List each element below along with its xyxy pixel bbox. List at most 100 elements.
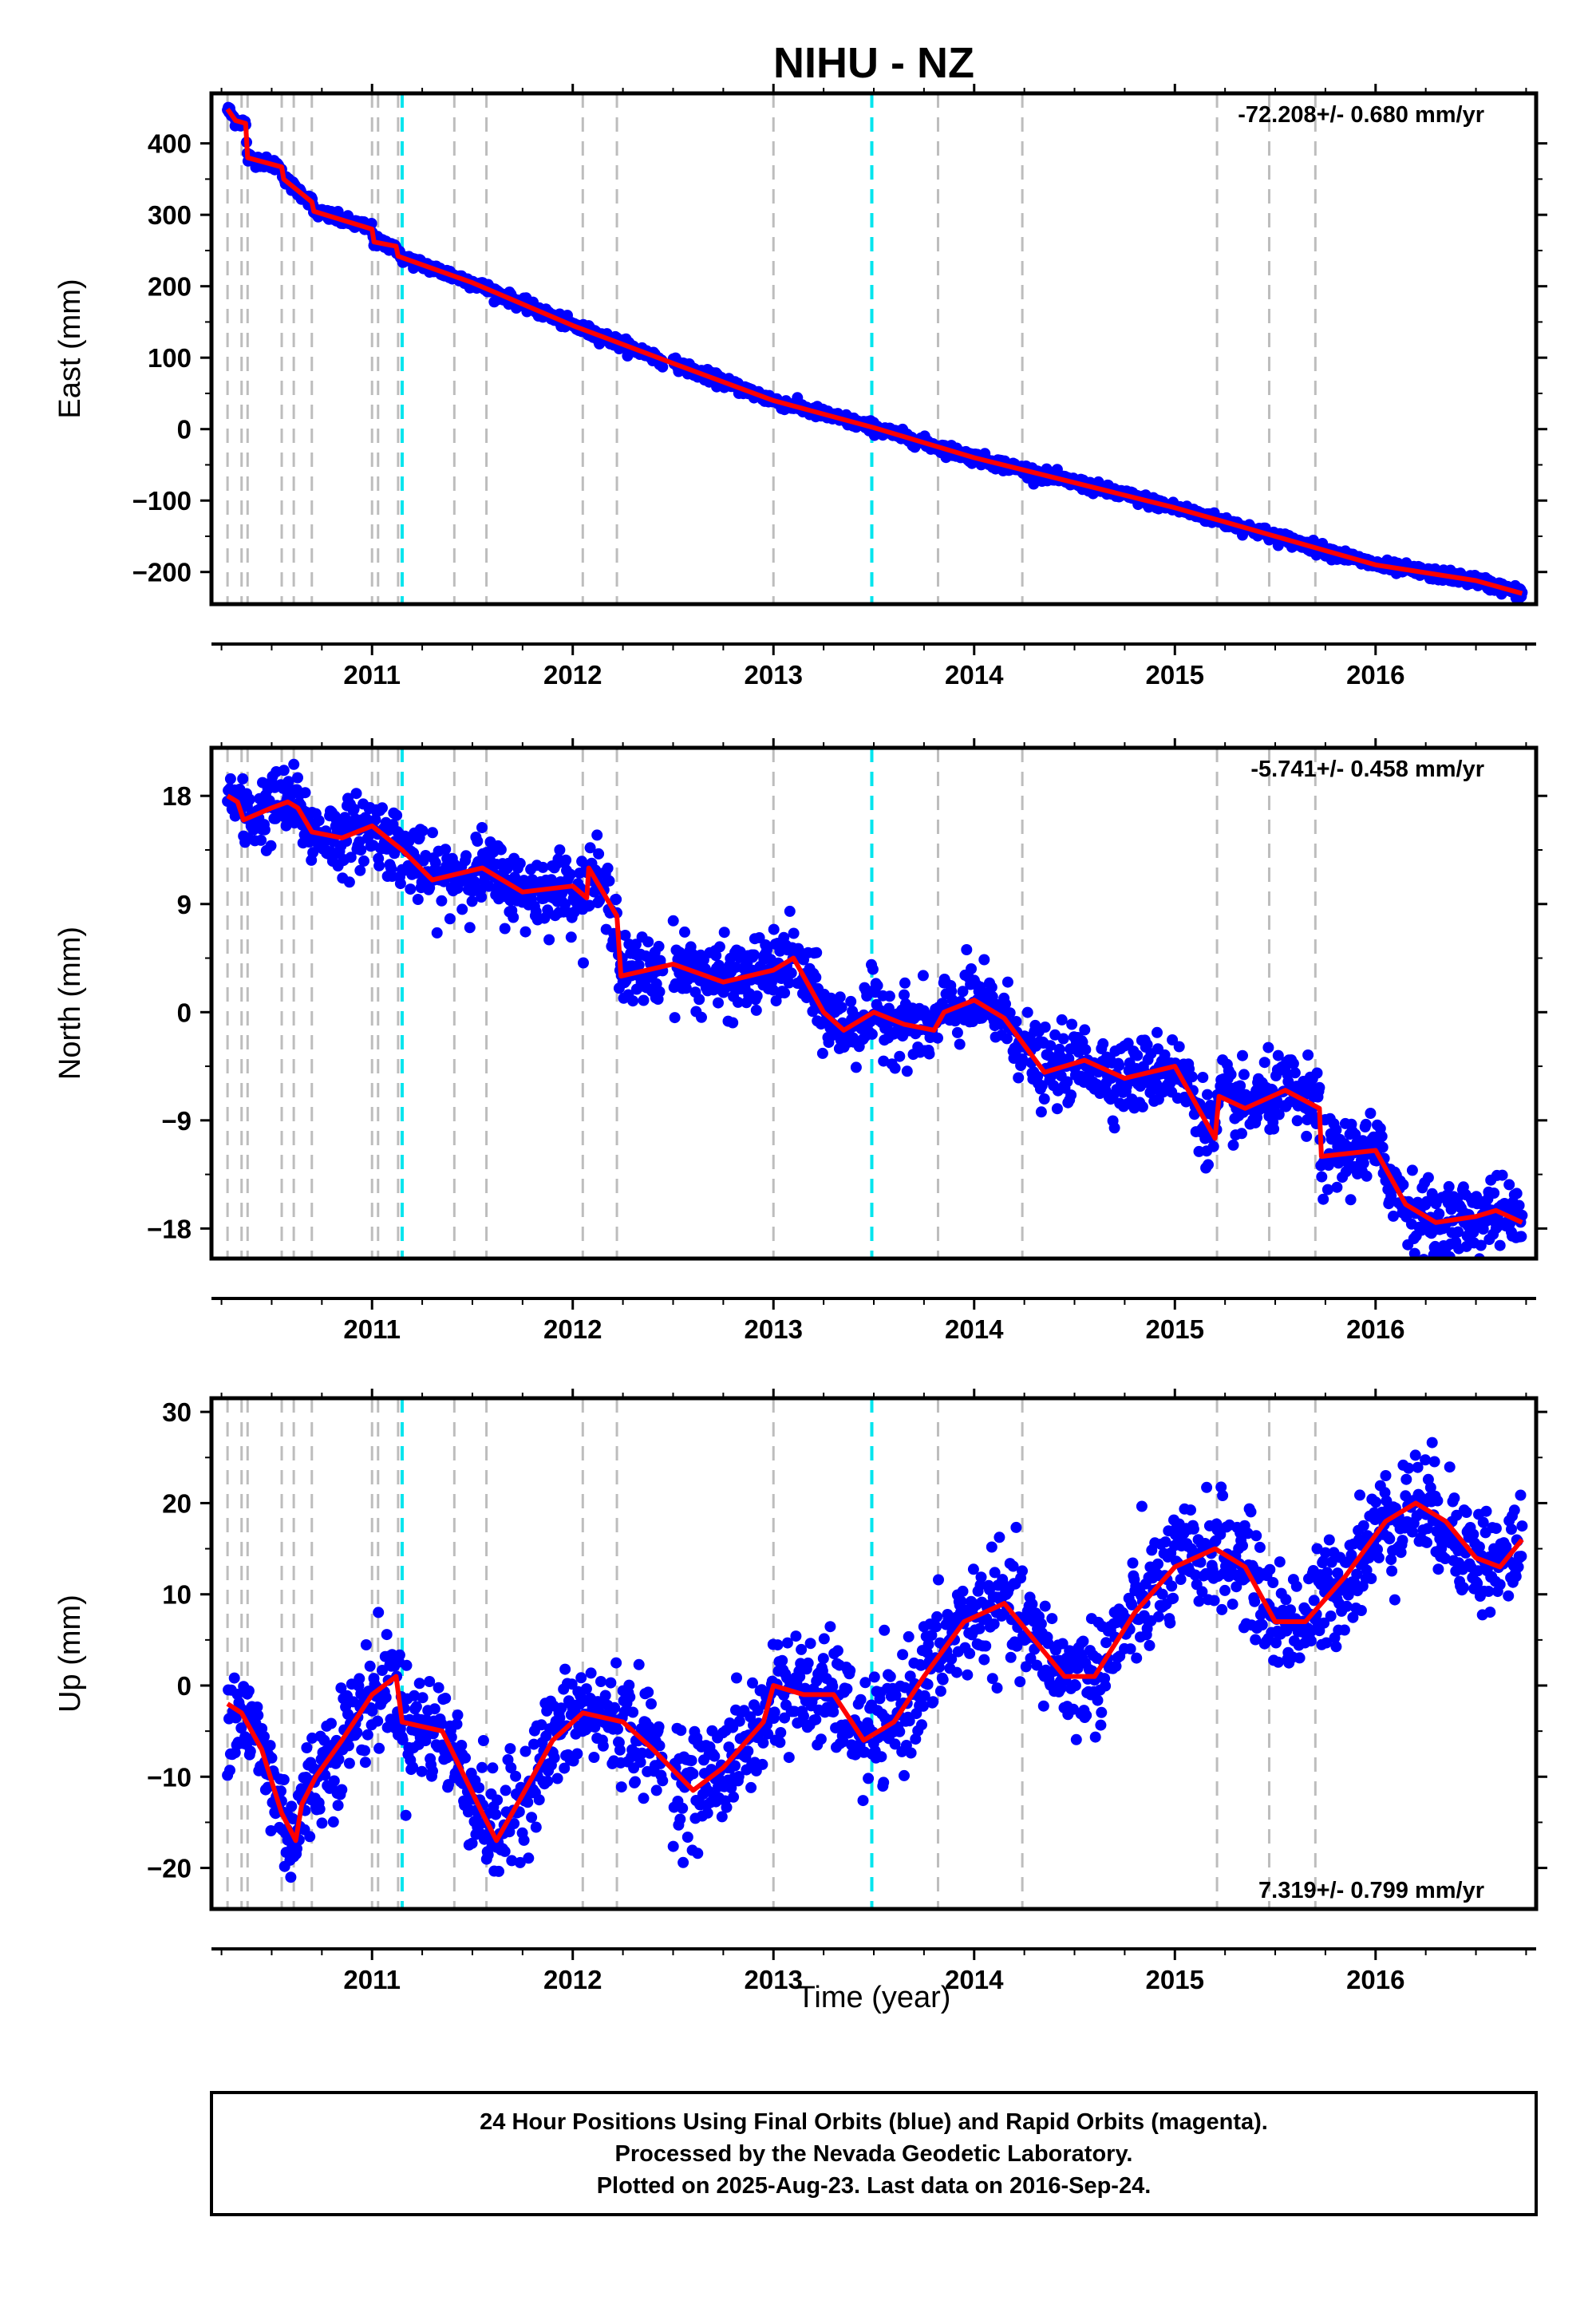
data-point [994, 1531, 1005, 1543]
data-point [946, 986, 958, 998]
data-point [1397, 1179, 1409, 1191]
data-point [986, 1673, 998, 1685]
data-point [1124, 1643, 1136, 1655]
data-point [287, 1813, 299, 1825]
data-point [1256, 1619, 1268, 1630]
data-point [669, 1012, 681, 1024]
data-point [464, 922, 476, 934]
data-point [1268, 1123, 1280, 1135]
data-point [1126, 1599, 1138, 1611]
data-point [1136, 1101, 1148, 1113]
data-point [436, 1717, 448, 1729]
data-point [962, 1669, 974, 1681]
data-point [1005, 1651, 1017, 1663]
data-point [595, 1676, 606, 1687]
data-point [1159, 1536, 1171, 1548]
data-point [834, 991, 846, 1003]
data-point [783, 1752, 795, 1764]
data-point [731, 1672, 742, 1684]
data-point [1219, 1584, 1231, 1596]
data-point [508, 1818, 520, 1829]
data-point [333, 1753, 345, 1765]
data-point [619, 930, 631, 941]
data-point [650, 1784, 662, 1796]
data-point [237, 773, 249, 785]
data-point [278, 1774, 290, 1785]
data-point [410, 1701, 422, 1713]
plot-frame [209, 91, 1539, 607]
data-point [957, 1585, 969, 1597]
data-point [1289, 1067, 1301, 1079]
data-point [580, 1683, 592, 1695]
data-point [1080, 1044, 1092, 1056]
data-point [508, 911, 519, 923]
data-point [967, 1563, 979, 1575]
data-point [1301, 1130, 1313, 1142]
data-point [905, 1747, 917, 1759]
x-tick-label: 2011 [343, 1314, 401, 1344]
data-point [313, 815, 325, 827]
data-point [543, 934, 555, 946]
data-point [1511, 1188, 1523, 1199]
data-point [784, 905, 796, 917]
data-point [1007, 1560, 1019, 1572]
x-tick-label: 2013 [745, 1314, 803, 1344]
data-point [1037, 1700, 1049, 1712]
data-point [815, 1733, 827, 1745]
data-point [1001, 1033, 1013, 1045]
rate-label: -72.208+/- 0.680 mm/yr [1238, 102, 1484, 128]
data-point [519, 926, 531, 938]
data-point [768, 1706, 780, 1718]
data-point [824, 1621, 836, 1633]
data-point [1377, 1141, 1389, 1153]
data-point [955, 1595, 967, 1607]
data-point [314, 1803, 326, 1815]
data-point [732, 996, 744, 1008]
data-point [796, 1643, 808, 1655]
data-point [504, 1743, 516, 1755]
data-point [899, 1769, 910, 1781]
data-point [718, 927, 730, 939]
data-point [733, 1771, 745, 1782]
data-point [1408, 1247, 1420, 1259]
data-point [528, 1738, 539, 1750]
data-point [440, 844, 452, 856]
data-point [307, 847, 319, 859]
data-point [400, 1809, 412, 1821]
data-point [1045, 1040, 1057, 1052]
data-point [351, 1727, 363, 1739]
data-point [1013, 1072, 1025, 1084]
data-point [745, 1781, 757, 1793]
data-point [460, 850, 472, 862]
data-point [807, 1006, 819, 1018]
data-point [354, 836, 365, 848]
data-point [710, 950, 722, 962]
data-point [1010, 1016, 1022, 1027]
data-point [894, 1050, 906, 1062]
data-point [266, 1752, 278, 1764]
data-point [522, 1796, 534, 1808]
data-point [653, 940, 665, 952]
data-point [505, 1762, 517, 1773]
data-point [575, 1672, 587, 1684]
data-point [675, 1725, 687, 1737]
data-point [612, 1723, 623, 1735]
data-point [1167, 1034, 1179, 1045]
data-point [654, 986, 666, 998]
data-point [875, 1751, 887, 1763]
data-point [986, 982, 998, 994]
data-point [354, 864, 366, 876]
data-point [282, 776, 294, 788]
data-point [642, 1686, 654, 1698]
data-point [523, 1852, 535, 1864]
data-point [403, 836, 415, 848]
data-point [332, 1800, 344, 1812]
data-point [951, 1026, 963, 1038]
data-point [537, 861, 549, 873]
data-point [359, 1745, 370, 1757]
data-point [373, 860, 385, 871]
data-point [1203, 1159, 1214, 1171]
data-point [559, 1663, 571, 1675]
